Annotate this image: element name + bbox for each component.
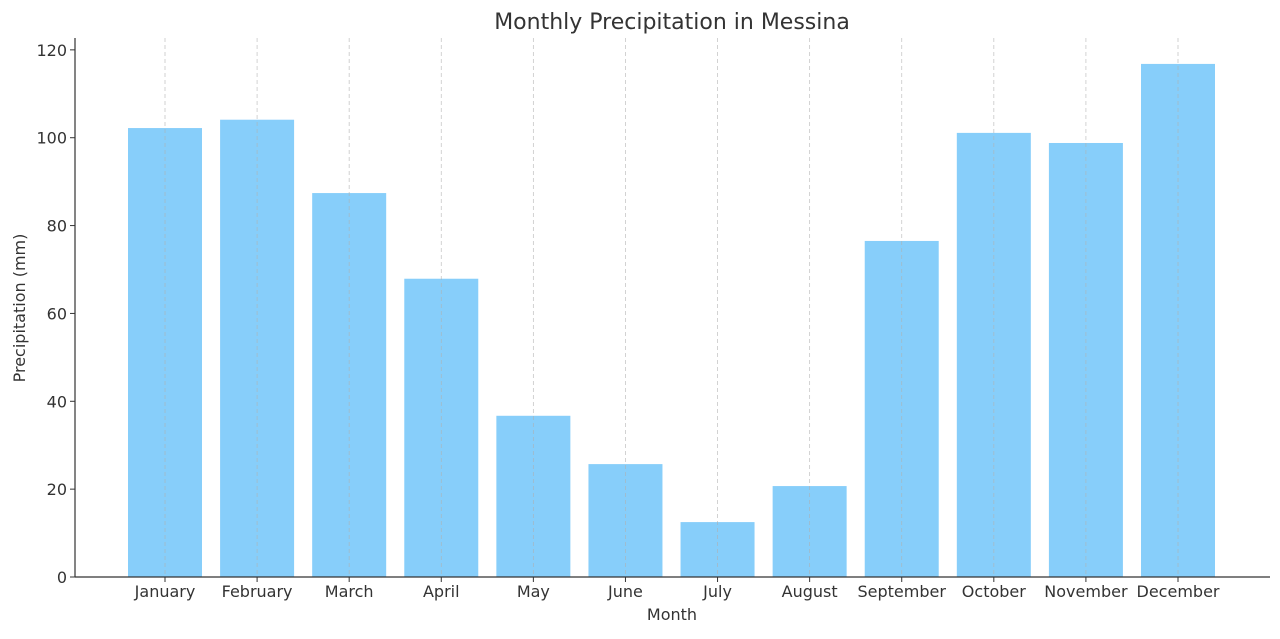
x-tick-label: December (1137, 582, 1220, 601)
x-tick-label: August (782, 582, 838, 601)
y-tick-label: 20 (47, 480, 67, 499)
bar-april (404, 278, 479, 577)
axes: January February March April May June July Augu… (36, 38, 1270, 601)
bars (128, 38, 1215, 578)
x-tick-label: March (325, 582, 374, 601)
x-tick-label: November (1044, 582, 1128, 601)
x-tick-label: June (607, 582, 643, 601)
x-tick-label: May (517, 582, 550, 601)
bar-september (864, 240, 939, 577)
y-tick-label: 100 (36, 129, 67, 148)
y-axis-label: Precipitation (mm) (10, 234, 29, 383)
y-tick-label: 120 (36, 41, 67, 60)
y-tick-label: 40 (47, 392, 67, 411)
y-tick-label: 60 (47, 304, 67, 323)
x-tick-label: April (423, 582, 460, 601)
x-tick-label: July (702, 582, 732, 601)
chart-title: Monthly Precipitation in Messina (494, 10, 850, 35)
x-axis-label: Month (647, 605, 697, 624)
x-tick-label: February (222, 582, 293, 601)
y-tick-label: 0 (57, 568, 67, 587)
x-tick-label: January (134, 582, 196, 601)
y-tick-label: 80 (47, 217, 67, 236)
x-tick-label: September (858, 582, 947, 601)
x-tick-label: October (962, 582, 1026, 601)
